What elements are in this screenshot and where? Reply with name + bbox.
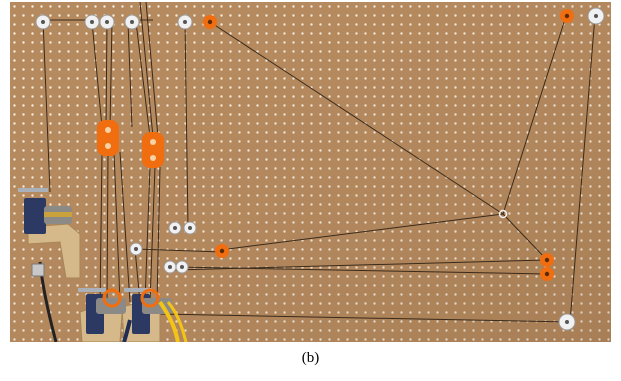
orange-pulley-block xyxy=(142,132,164,168)
white-pulley xyxy=(124,14,140,30)
pegboard-photo xyxy=(10,2,611,342)
motor-clamp xyxy=(78,288,126,334)
white-pulley xyxy=(183,221,197,235)
white-pulley xyxy=(558,313,576,331)
white-pulley xyxy=(177,14,193,30)
orange-pulley-blocks xyxy=(97,120,164,168)
white-pulley xyxy=(587,7,605,25)
orange-pulley xyxy=(560,9,574,23)
white-pulleys xyxy=(35,7,605,331)
pegboard-scene xyxy=(10,2,611,342)
orange-pulley xyxy=(540,253,554,267)
orange-pulley-block xyxy=(97,120,119,156)
motor-wires xyxy=(31,261,188,342)
orange-pulley xyxy=(540,267,554,281)
motor-clamp xyxy=(18,188,72,234)
white-pulley xyxy=(35,14,51,30)
white-pulley xyxy=(99,14,115,30)
white-pulley xyxy=(84,14,100,30)
orange-pulley xyxy=(203,15,217,29)
white-pulley xyxy=(163,260,177,274)
white-pulley xyxy=(175,260,189,274)
orange-pulley xyxy=(215,244,229,258)
orange-pulleys xyxy=(203,9,574,281)
tendon-cables xyxy=(42,2,596,323)
white-pulley xyxy=(129,242,143,256)
cable-junction-ring xyxy=(498,209,508,219)
pegboard-shading xyxy=(10,2,611,342)
figure-caption: (b) xyxy=(301,350,320,366)
white-pulley xyxy=(168,221,182,235)
